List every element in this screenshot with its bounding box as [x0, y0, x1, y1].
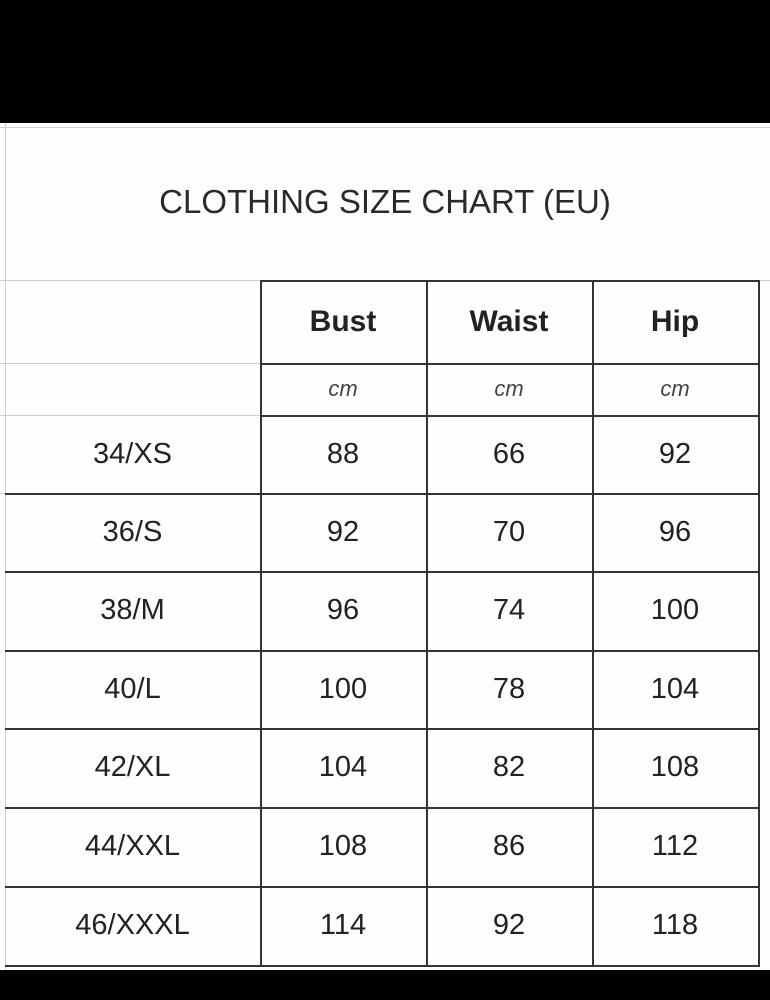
column-header: Bust	[309, 304, 377, 338]
measurement-cell: 92	[658, 437, 692, 470]
gridline	[5, 123, 6, 970]
size-label: 40/L	[104, 672, 161, 705]
size-label: 36/S	[102, 515, 163, 548]
size-label: 42/XL	[94, 751, 171, 783]
row-border	[5, 965, 760, 967]
row-border	[5, 493, 760, 495]
row-border	[5, 571, 760, 573]
column-border	[592, 280, 594, 965]
measurement-cell: 92	[492, 909, 526, 941]
measurement-cell: 100	[318, 672, 368, 705]
gridline	[0, 363, 260, 364]
measurement-cell: 118	[651, 909, 699, 941]
measurement-cell: 100	[650, 594, 700, 626]
unit-label: cm	[328, 376, 358, 401]
size-label: 44/XXL	[84, 830, 181, 862]
row-border	[5, 807, 760, 809]
measurement-cell: 66	[492, 437, 526, 470]
measurement-cell: 88	[326, 437, 360, 470]
measurement-cell: 92	[326, 515, 360, 548]
column-border	[260, 280, 262, 965]
measurement-cell: 74	[492, 594, 526, 626]
measurement-cell: 96	[326, 594, 360, 626]
measurement-cell: 70	[492, 515, 526, 548]
column-border	[758, 280, 760, 965]
measurement-cell: 104	[650, 672, 700, 705]
measurement-cell: 108	[318, 830, 368, 862]
unit-label: cm	[494, 376, 524, 401]
measurement-cell: 86	[492, 830, 526, 862]
column-border	[426, 280, 428, 965]
chart-title: CLOTHING SIZE CHART (EU)	[159, 183, 611, 220]
gridline	[0, 127, 770, 128]
unit-label: cm	[660, 376, 690, 401]
measurement-cell: 82	[492, 751, 526, 783]
size-label: 38/M	[100, 594, 165, 626]
size-label: 46/XXXL	[75, 909, 190, 941]
measurement-cell: 108	[650, 751, 700, 783]
measurement-cell: 96	[658, 515, 692, 548]
measurement-cell: 104	[318, 751, 368, 783]
column-header: Hip	[650, 304, 700, 338]
table-border	[260, 415, 760, 417]
gridline	[0, 415, 260, 416]
measurement-cell: 78	[492, 672, 526, 705]
table-border	[260, 280, 760, 282]
table-border	[260, 363, 760, 365]
column-header: Waist	[469, 304, 549, 338]
row-border	[5, 728, 760, 730]
size-chart-sheet: CLOTHING SIZE CHART (EU) Bust cm Waist cm Hi…	[0, 123, 770, 970]
measurement-cell: 112	[651, 830, 699, 862]
row-border	[5, 886, 760, 888]
measurement-cell: 114	[319, 909, 367, 941]
row-border	[5, 650, 760, 652]
size-label: 34/XS	[93, 437, 172, 470]
